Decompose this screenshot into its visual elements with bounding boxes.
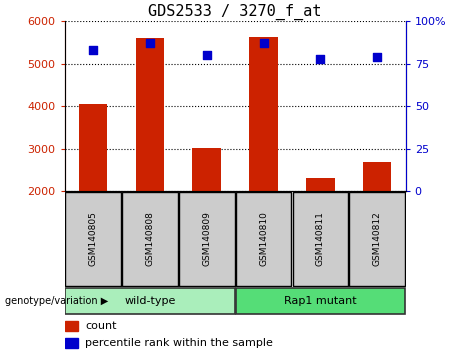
Text: Rap1 mutant: Rap1 mutant bbox=[284, 296, 357, 306]
Bar bbox=[293, 192, 348, 286]
Text: GSM140805: GSM140805 bbox=[89, 211, 97, 267]
Bar bbox=[306, 178, 335, 191]
Point bbox=[203, 52, 210, 58]
Bar bbox=[363, 162, 391, 191]
Text: wild-type: wild-type bbox=[124, 296, 176, 306]
Point bbox=[260, 40, 267, 46]
Bar bbox=[179, 192, 235, 286]
Text: GSM140809: GSM140809 bbox=[202, 211, 211, 267]
Text: GSM140812: GSM140812 bbox=[373, 212, 382, 266]
Bar bbox=[349, 192, 405, 286]
Bar bbox=[65, 321, 78, 331]
Bar bbox=[236, 192, 291, 286]
Bar bbox=[65, 288, 235, 314]
Text: percentile rank within the sample: percentile rank within the sample bbox=[85, 338, 273, 348]
Bar bbox=[193, 148, 221, 191]
Text: GSM140810: GSM140810 bbox=[259, 211, 268, 267]
Text: GSM140811: GSM140811 bbox=[316, 211, 325, 267]
Text: GSM140808: GSM140808 bbox=[145, 211, 154, 267]
Bar bbox=[249, 38, 278, 191]
Point bbox=[373, 54, 381, 60]
Point bbox=[89, 47, 97, 53]
Bar bbox=[122, 192, 177, 286]
Point bbox=[317, 56, 324, 62]
Title: GDS2533 / 3270_f_at: GDS2533 / 3270_f_at bbox=[148, 4, 322, 20]
Point bbox=[146, 40, 154, 46]
Text: count: count bbox=[85, 321, 117, 331]
Bar bbox=[65, 192, 121, 286]
Text: genotype/variation ▶: genotype/variation ▶ bbox=[5, 296, 108, 306]
Bar bbox=[65, 338, 78, 348]
Bar bbox=[79, 104, 107, 191]
Bar bbox=[236, 288, 405, 314]
Bar bbox=[136, 38, 164, 191]
